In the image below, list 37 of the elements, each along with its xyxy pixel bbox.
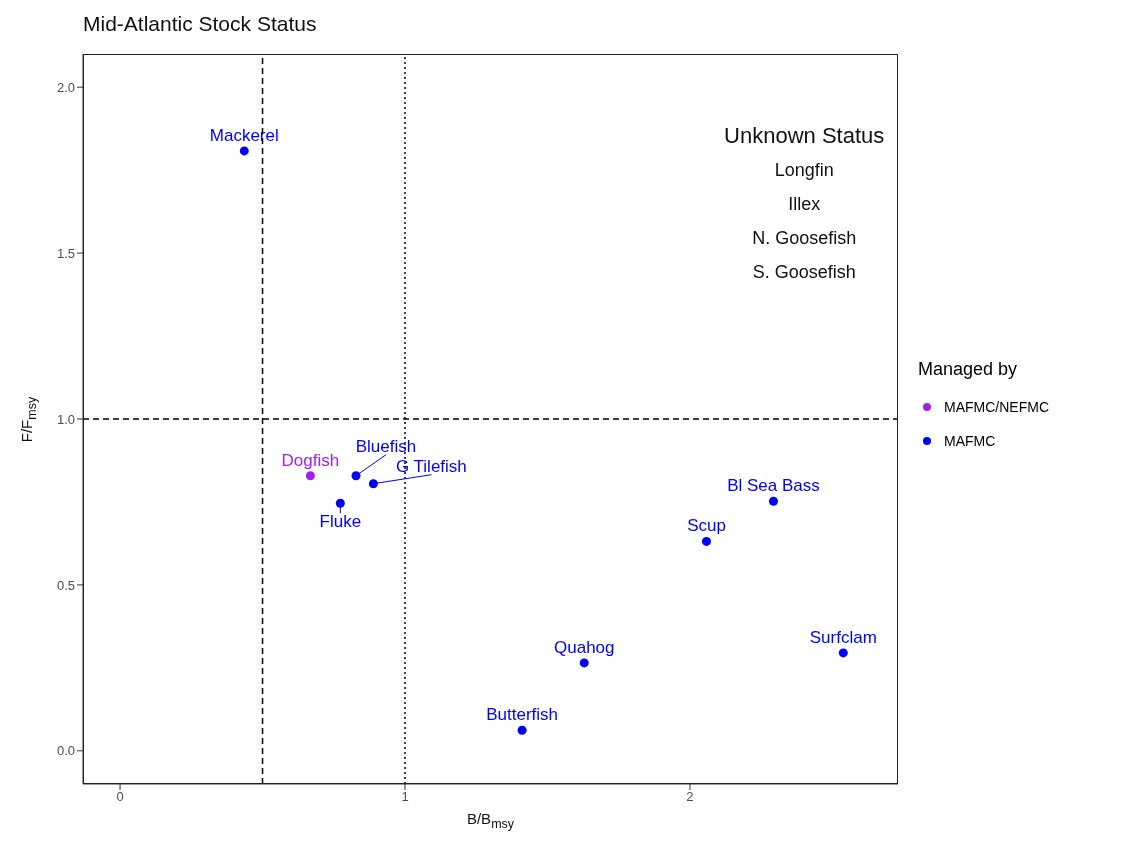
data-label: Quahog xyxy=(554,637,615,657)
y-tick-label: 0.5 xyxy=(56,577,75,593)
x-tick-label: 0 xyxy=(116,789,124,805)
y-tick-label: 1.0 xyxy=(56,411,75,427)
annotation: Longfin xyxy=(773,159,835,182)
data-label: Butterfish xyxy=(486,705,559,725)
legend-title: Managed by xyxy=(918,359,1019,380)
point xyxy=(517,725,527,735)
y-tick-label: 0.0 xyxy=(56,743,75,759)
legend-label: MAFMC/NEFMC xyxy=(944,399,1049,415)
y-tick-label: 2.0 xyxy=(56,79,75,95)
point xyxy=(579,658,589,668)
point xyxy=(305,471,315,481)
x-tick-label: 1 xyxy=(401,789,409,805)
x-tick-label: 2 xyxy=(686,789,694,805)
chart-title: Mid-Atlantic Stock Status xyxy=(83,12,317,36)
data-label: Dogfish xyxy=(281,450,340,470)
data-label: Mackerel xyxy=(209,125,279,145)
data-label: Scup xyxy=(687,516,726,536)
point xyxy=(239,146,249,156)
annotation: N. Goosefish xyxy=(751,227,858,250)
point xyxy=(368,479,378,489)
point xyxy=(768,496,778,506)
data-label: Fluke xyxy=(319,512,362,532)
data-label: Bluefish xyxy=(355,436,417,456)
annotation: S. Goosefish xyxy=(751,261,857,284)
point xyxy=(838,648,848,658)
x-axis-title: B/B$_{msy}$ xyxy=(465,810,516,831)
legend-label: MAFMC xyxy=(944,433,996,449)
data-label: Bl Sea Bass xyxy=(727,476,820,496)
point xyxy=(702,536,711,546)
point xyxy=(335,498,345,508)
data-label: Surfclam xyxy=(809,627,877,647)
annotation: Illex xyxy=(787,193,822,216)
y-tick-label: 1.5 xyxy=(56,245,75,261)
data-label: G Tilefish xyxy=(395,456,467,476)
annotation: Unknown Status xyxy=(723,122,886,150)
